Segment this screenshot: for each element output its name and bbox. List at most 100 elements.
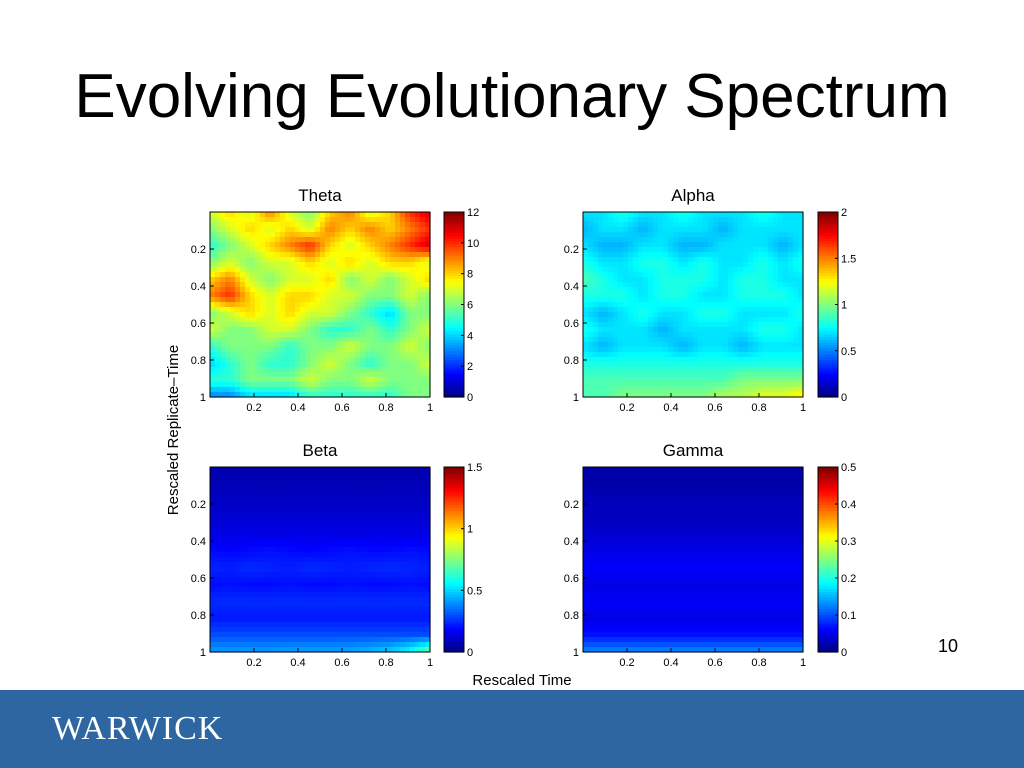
heat-cell: [375, 482, 381, 488]
heat-cell: [603, 272, 609, 278]
heat-cell: [783, 307, 789, 313]
heat-cell: [743, 362, 749, 368]
heat-cell: [733, 242, 739, 248]
heat-cell: [325, 582, 331, 588]
heat-cell: [345, 382, 351, 388]
heat-cell: [225, 352, 231, 358]
heat-cell: [370, 217, 376, 223]
heat-cell: [425, 277, 431, 283]
heat-cell: [300, 547, 306, 553]
heat-cell: [370, 377, 376, 383]
heat-cell: [340, 592, 346, 598]
heat-cell: [230, 232, 236, 238]
heat-cell: [603, 352, 609, 358]
heat-cell: [618, 297, 624, 303]
heat-cell: [345, 497, 351, 503]
heat-cell: [230, 332, 236, 338]
heat-cell: [385, 352, 391, 358]
heat-cell: [225, 477, 231, 483]
heat-cell: [400, 387, 406, 393]
heat-cell: [350, 477, 356, 483]
heat-cell: [255, 252, 261, 258]
heat-cell: [340, 327, 346, 333]
y-tick-label: 0.6: [191, 318, 206, 330]
heat-cell: [583, 282, 589, 288]
heat-cell: [350, 352, 356, 358]
heat-cell: [340, 482, 346, 488]
heat-cell: [420, 532, 426, 538]
heat-cell: [420, 622, 426, 628]
heat-cell: [410, 237, 416, 243]
heat-cell: [245, 307, 251, 313]
heat-cell: [693, 252, 699, 258]
heat-cell: [235, 372, 241, 378]
heat-cell: [340, 622, 346, 628]
heat-cell: [663, 247, 669, 253]
heat-cell: [320, 292, 326, 298]
heat-cell: [335, 607, 341, 613]
heat-cell: [420, 627, 426, 633]
heat-cell: [350, 577, 356, 583]
heat-cell: [285, 212, 291, 218]
heat-cell: [683, 347, 689, 353]
colorbar-segment: [818, 266, 838, 271]
heat-cell: [405, 502, 411, 508]
heat-cell: [250, 237, 256, 243]
heat-cell: [335, 217, 341, 223]
heat-cell: [265, 492, 271, 498]
heat-cell: [325, 537, 331, 543]
heat-cell: [220, 282, 226, 288]
colorbar-tick-label: 8: [467, 269, 473, 281]
heat-cell: [285, 262, 291, 268]
heat-cell: [390, 512, 396, 518]
heat-cell: [400, 252, 406, 258]
heat-cell: [425, 282, 431, 288]
heat-cell: [280, 537, 286, 543]
heat-cell: [623, 222, 629, 228]
heat-cell: [285, 547, 291, 553]
heat-cell: [265, 237, 271, 243]
colorbar-segment: [818, 356, 838, 361]
heat-cell: [310, 387, 316, 393]
heat-cell: [335, 227, 341, 233]
heat-cell: [643, 392, 649, 398]
heat-cell: [245, 637, 251, 643]
heat-cell: [265, 362, 271, 368]
heat-cell: [215, 472, 221, 478]
heat-cell: [315, 502, 321, 508]
heat-cell: [250, 552, 256, 558]
heat-cell: [663, 282, 669, 288]
heat-cell: [618, 252, 624, 258]
heat-cell: [753, 237, 759, 243]
heat-cell: [375, 587, 381, 593]
heat-cell: [693, 382, 699, 388]
heat-cell: [325, 517, 331, 523]
heat-cell: [788, 347, 794, 353]
heat-cell: [320, 247, 326, 253]
heat-cell: [420, 467, 426, 473]
heat-cell: [375, 222, 381, 228]
heat-cell: [778, 227, 784, 233]
heat-cell: [315, 257, 321, 263]
heat-cell: [330, 492, 336, 498]
heat-cell: [603, 227, 609, 233]
heat-cell: [280, 382, 286, 388]
heat-cell: [703, 212, 709, 218]
heat-cell: [230, 592, 236, 598]
heat-cell: [793, 242, 799, 248]
heat-cell: [788, 262, 794, 268]
heat-cell: [668, 232, 674, 238]
heat-cell: [290, 287, 296, 293]
x-tick-label: 0.4: [663, 402, 678, 414]
heat-cell: [370, 372, 376, 378]
heat-cell: [673, 317, 679, 323]
heat-cell: [345, 252, 351, 258]
heat-cell: [763, 222, 769, 228]
heat-cell: [758, 222, 764, 228]
heat-cell: [315, 322, 321, 328]
heat-cell: [250, 302, 256, 308]
heat-cell: [425, 552, 431, 558]
heat-cell: [280, 297, 286, 303]
heat-cell: [245, 597, 251, 603]
heat-cell: [588, 302, 594, 308]
